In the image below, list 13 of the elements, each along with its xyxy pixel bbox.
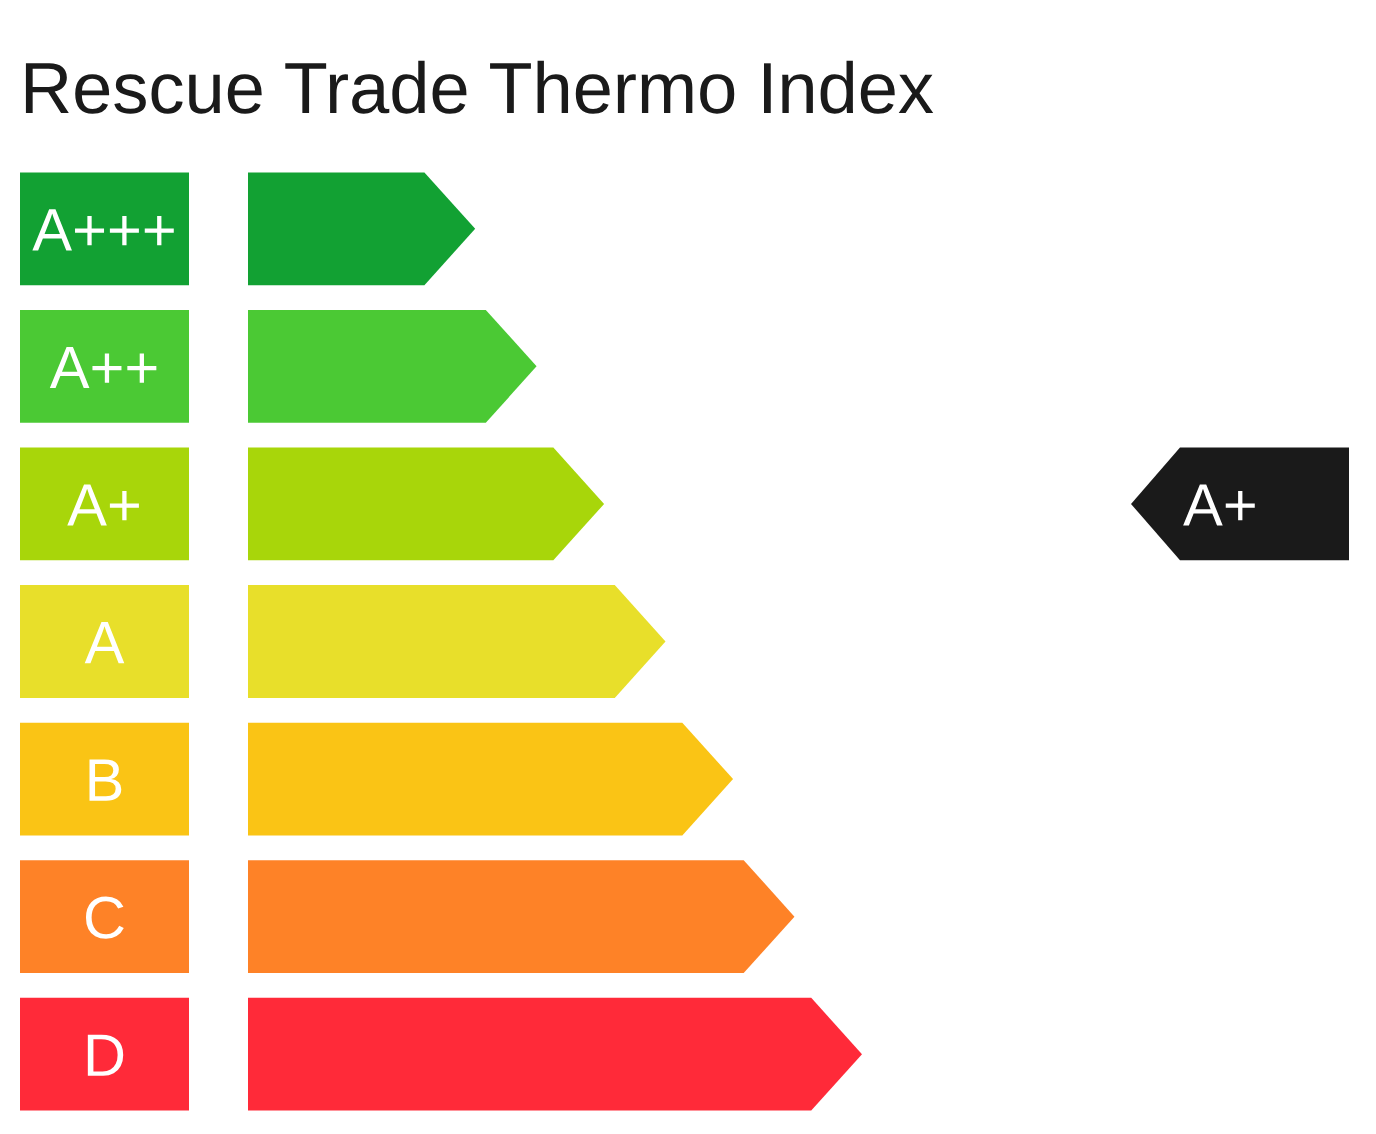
y-tick-label: A+ [67,484,139,526]
bar [248,997,862,1111]
bar [248,722,734,836]
y-tick-label: C [85,896,124,939]
bar [248,585,666,698]
y-tick-label: B [89,759,122,801]
bar [248,860,795,974]
y-tick-label: A++ [49,346,157,388]
y-tick-label: A [84,622,125,664]
text: A+ [1183,484,1255,526]
y-tick-label: A+++ [32,209,174,251]
chart-title: Rescue Trade Thermo Index [25,60,934,114]
y-tick-label: D [87,1034,124,1076]
